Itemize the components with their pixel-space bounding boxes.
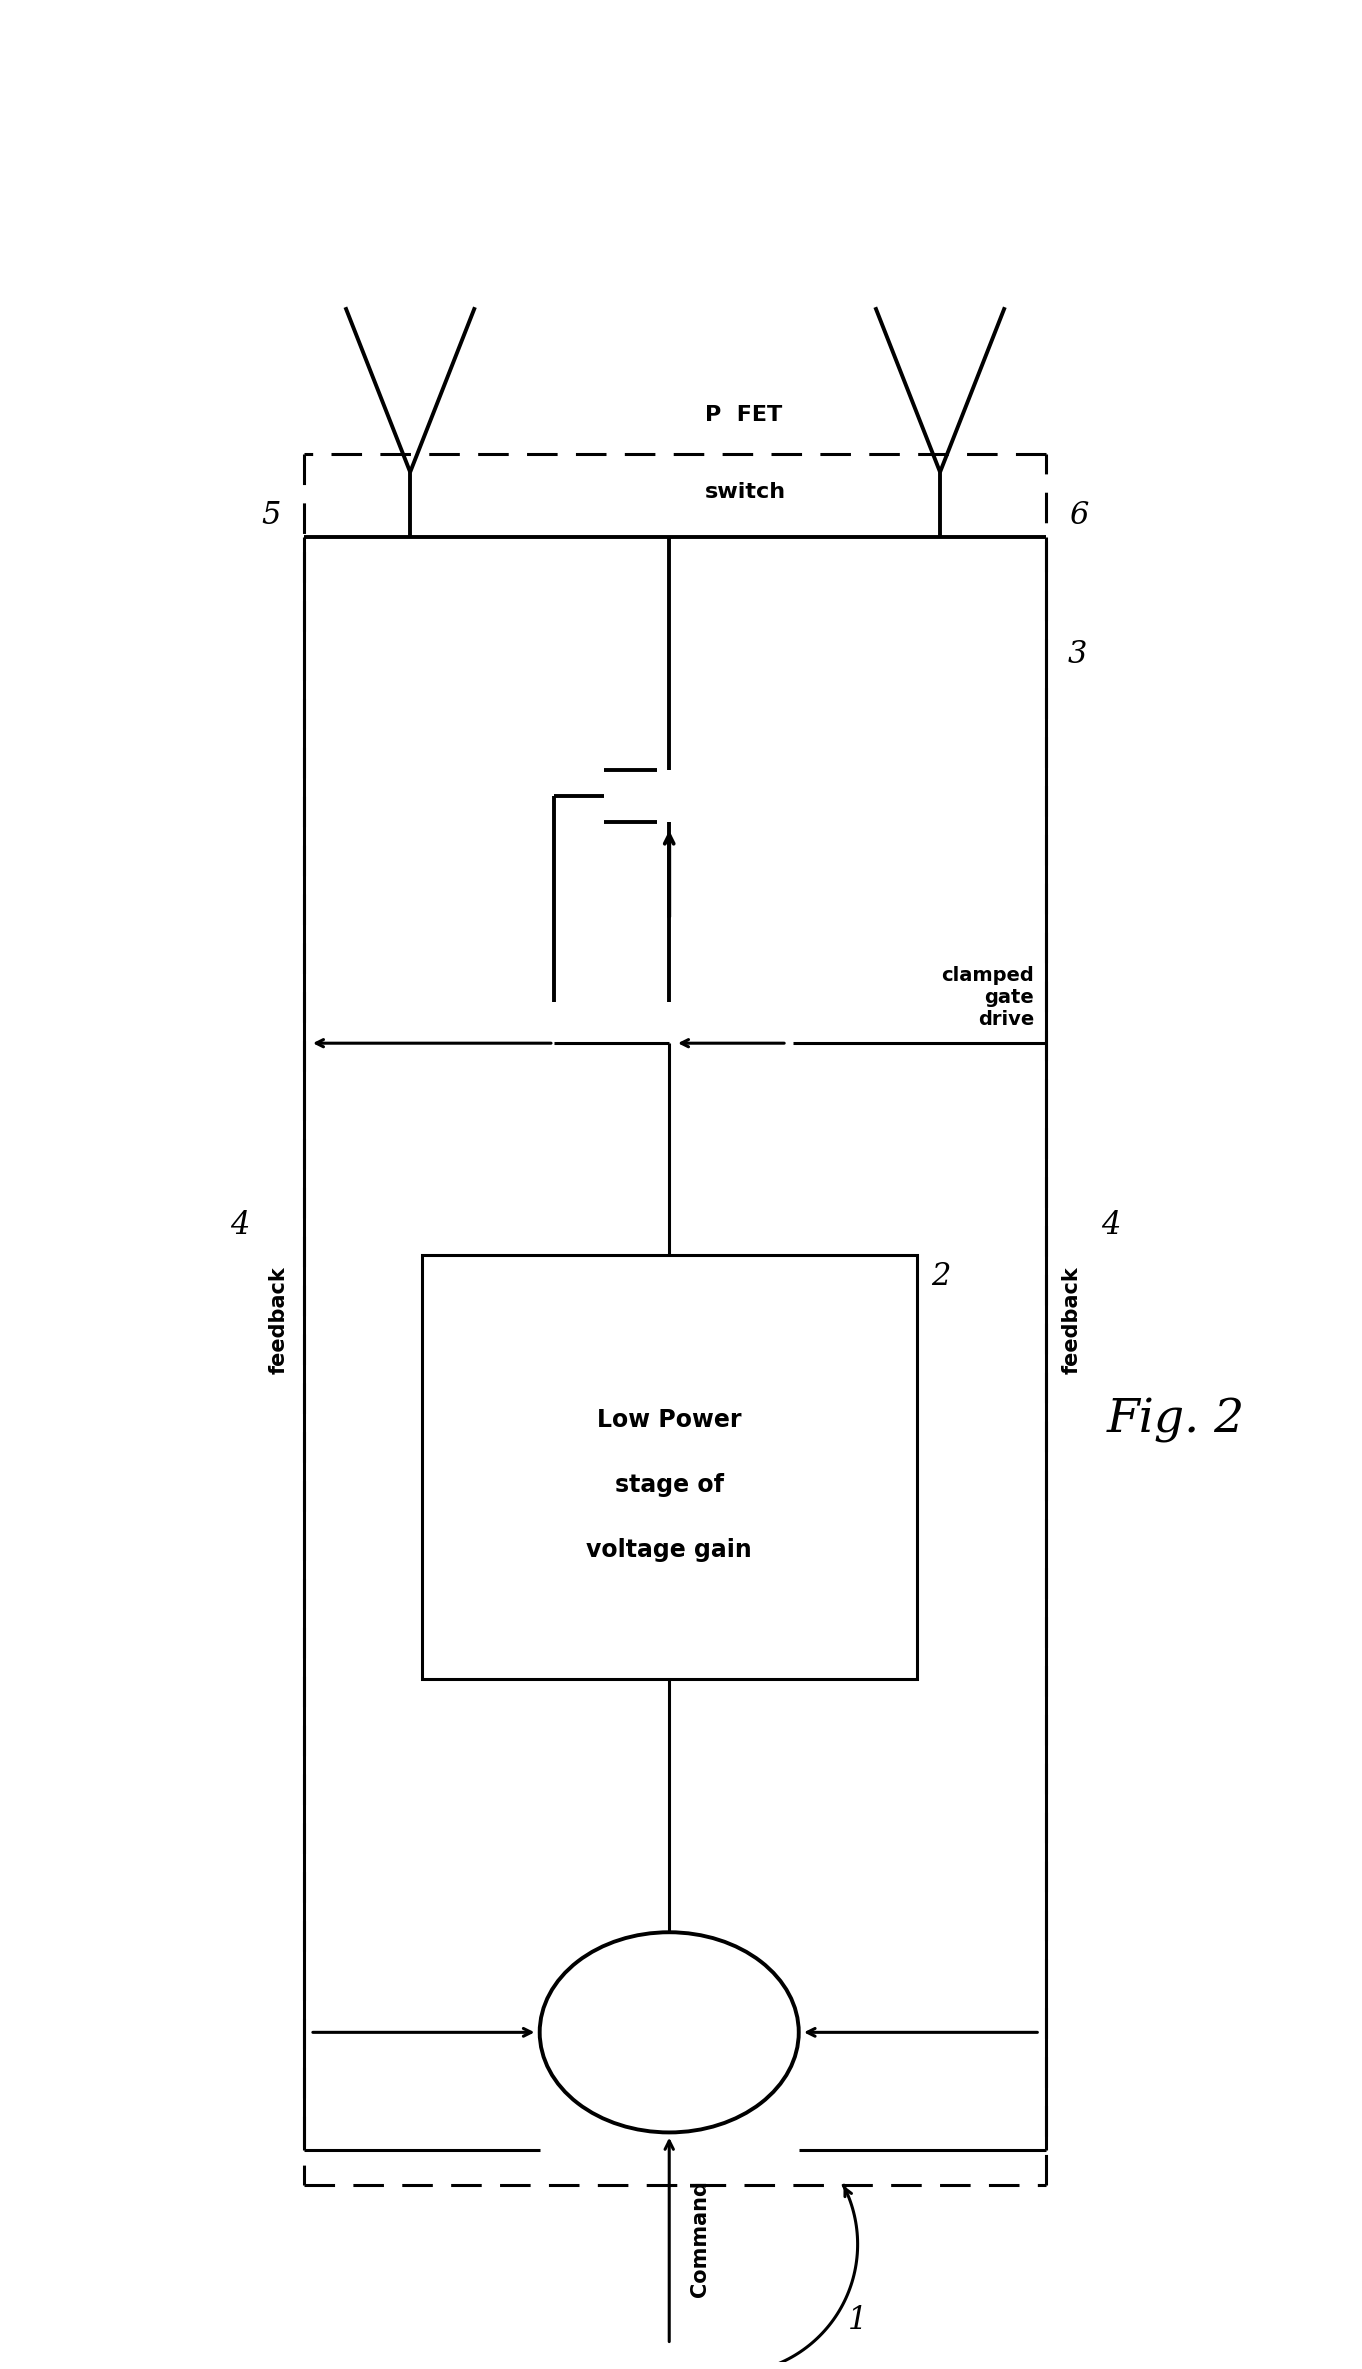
Text: 6: 6 bbox=[1069, 500, 1090, 531]
Text: 3: 3 bbox=[1068, 640, 1087, 670]
Text: feedback: feedback bbox=[1062, 1265, 1081, 1374]
Text: Low Power: Low Power bbox=[597, 1407, 741, 1431]
Text: switch: switch bbox=[704, 481, 786, 502]
Ellipse shape bbox=[539, 1933, 798, 2132]
Text: Fig. 2: Fig. 2 bbox=[1106, 1398, 1245, 1443]
Text: P  FET: P FET bbox=[704, 405, 782, 424]
Text: 1: 1 bbox=[849, 2305, 868, 2336]
Text: stage of: stage of bbox=[614, 1474, 723, 1497]
Text: voltage gain: voltage gain bbox=[587, 1537, 752, 1561]
Text: 5: 5 bbox=[262, 500, 281, 531]
Polygon shape bbox=[422, 1256, 917, 1680]
Text: Command: Command bbox=[691, 2179, 711, 2298]
Text: 2: 2 bbox=[930, 1260, 951, 1291]
Text: feedback: feedback bbox=[268, 1265, 289, 1374]
Text: clamped
gate
drive: clamped gate drive bbox=[941, 967, 1034, 1028]
Text: 4: 4 bbox=[230, 1211, 249, 1241]
Text: 4: 4 bbox=[1100, 1211, 1121, 1241]
